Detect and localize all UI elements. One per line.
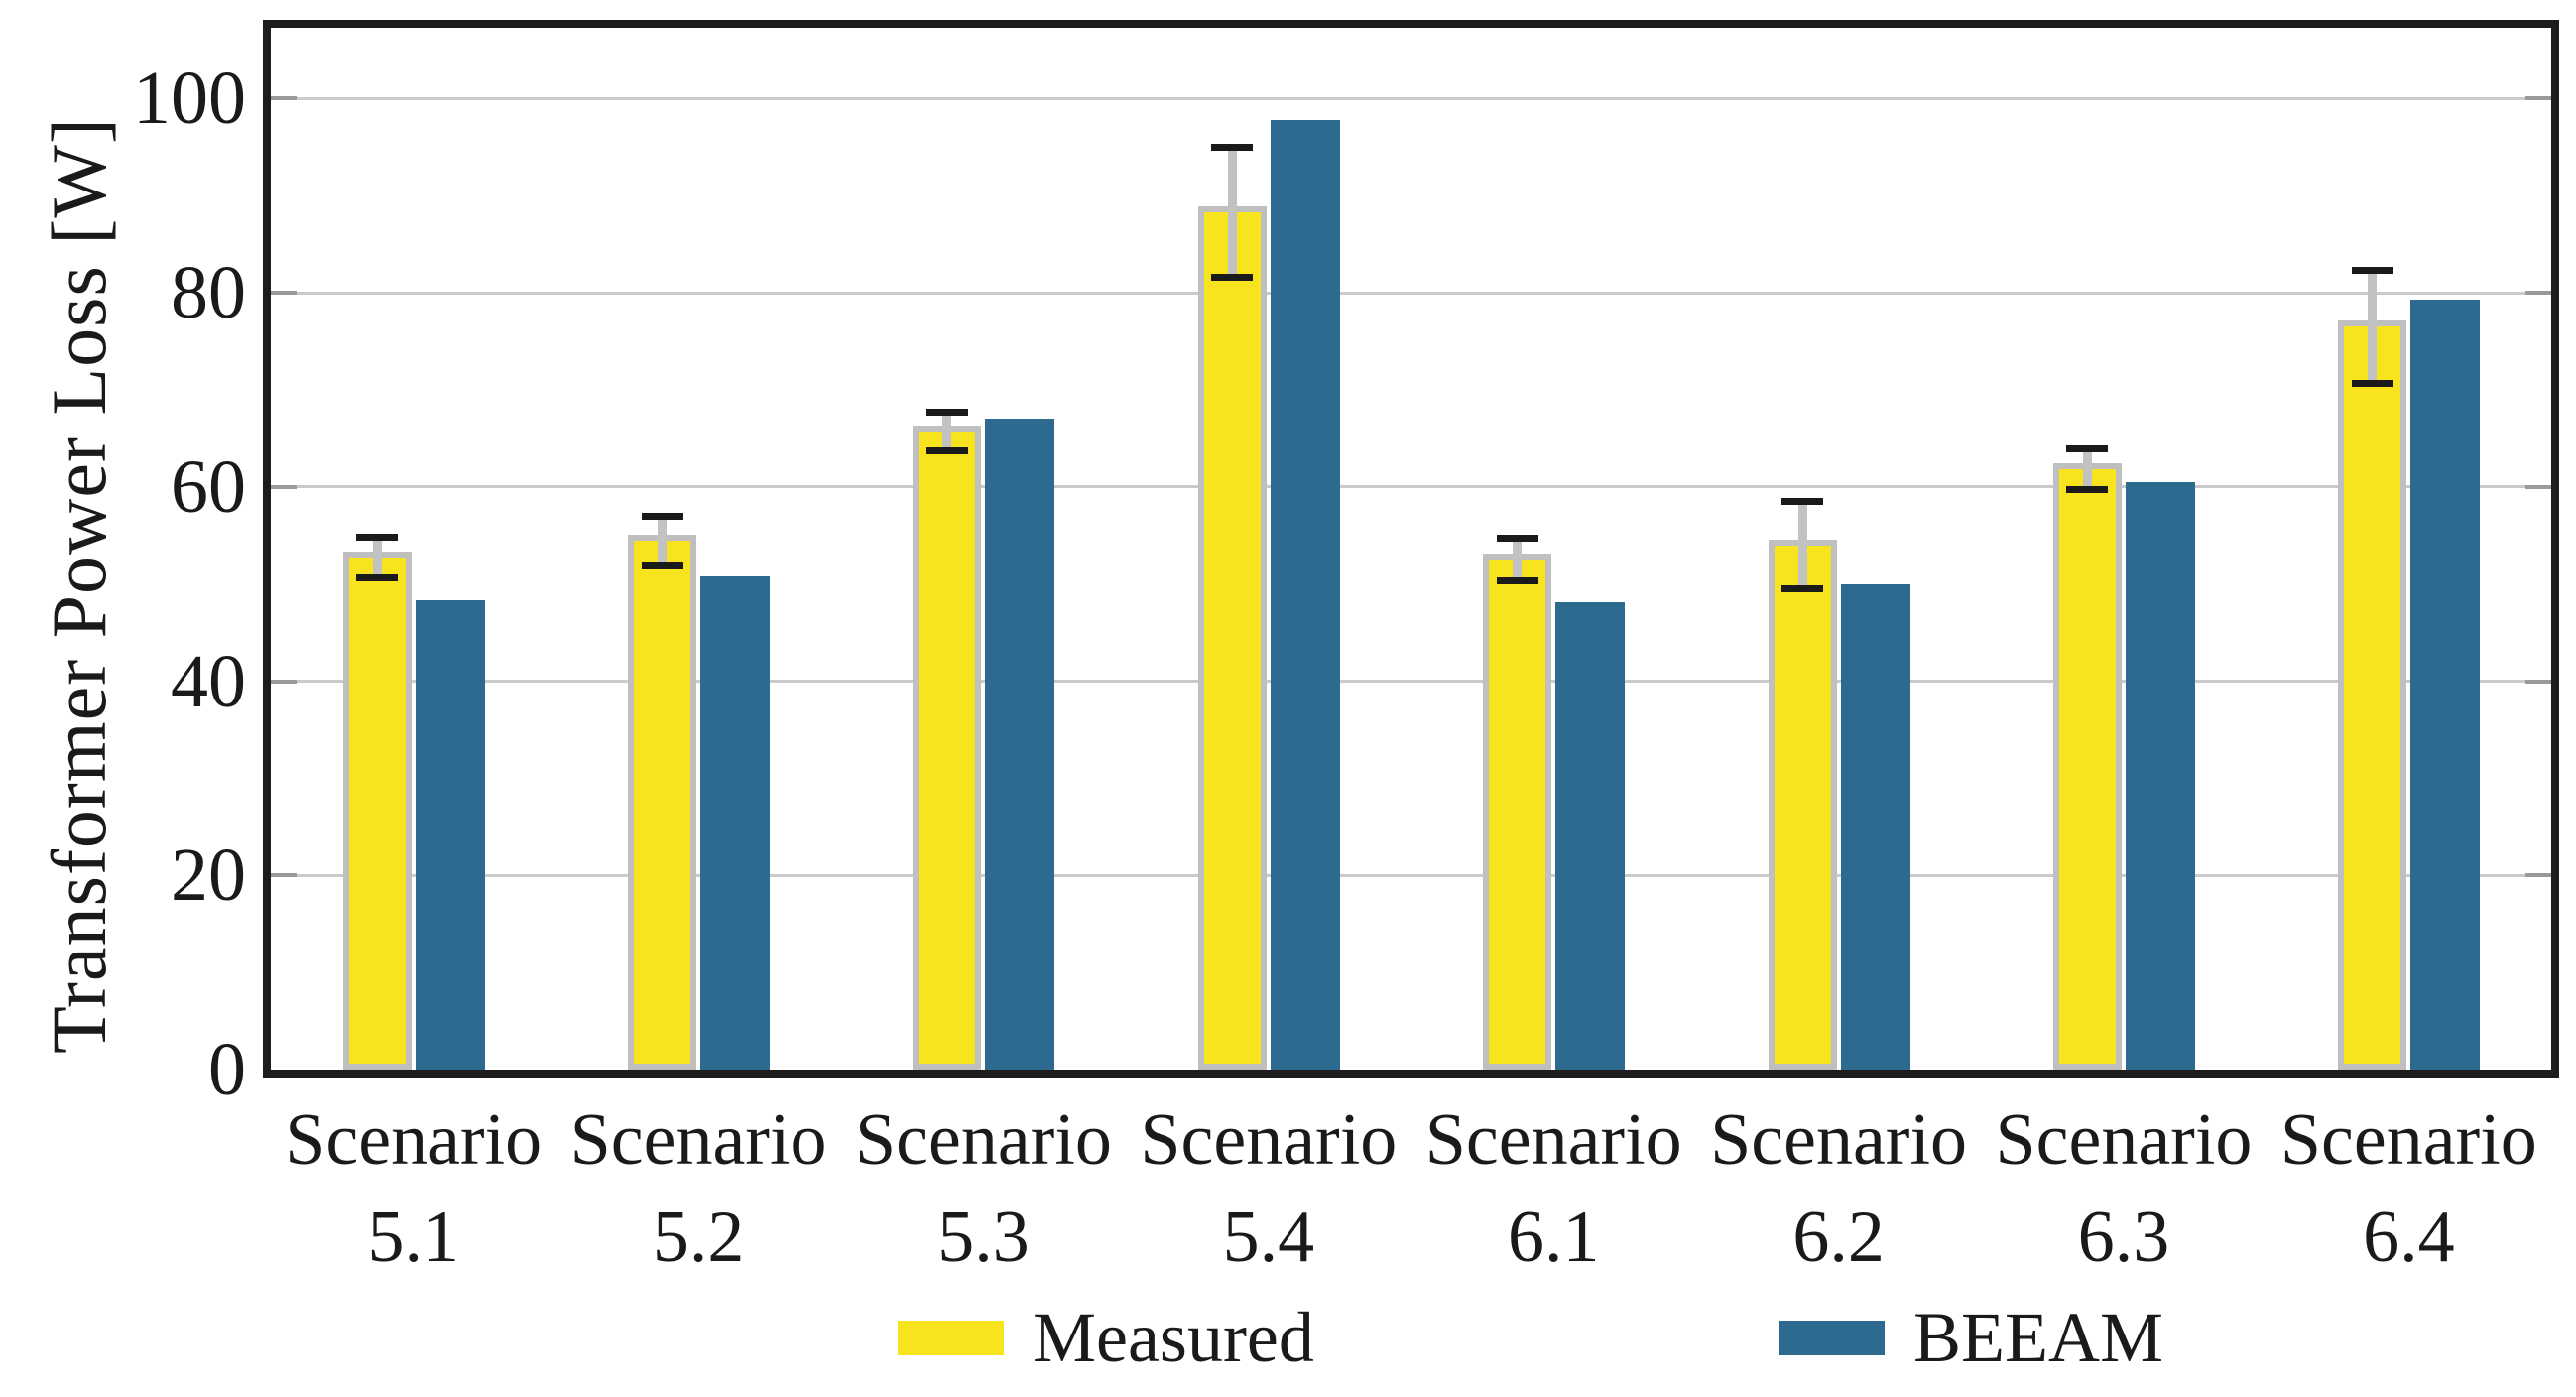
bar-measured — [1197, 205, 1267, 1070]
x-tick-line2: 6.3 — [2077, 1197, 2170, 1278]
x-tick-label: Scenario 6.4 — [2260, 1095, 2557, 1282]
legend-swatch-measured — [898, 1320, 1004, 1355]
error-bar-cap — [1211, 143, 1254, 151]
error-bar-cap — [1211, 273, 1254, 281]
gridline — [271, 96, 2551, 100]
x-tick-line1: Scenario — [854, 1099, 1112, 1181]
bar-measured — [628, 534, 697, 1070]
error-bar-cap — [925, 409, 968, 416]
error-bar-cap — [1781, 498, 1824, 506]
legend-label-measured: Measured — [1033, 1298, 1314, 1377]
legend-label-beeam: BEEAM — [1913, 1298, 2163, 1377]
x-tick-label: Scenario 5.2 — [550, 1095, 847, 1282]
axis-tick-right — [2525, 679, 2551, 684]
x-tick-line1: Scenario — [285, 1099, 543, 1181]
x-tick-label: Scenario 6.3 — [1975, 1095, 2272, 1282]
legend: Measured BEEAM — [0, 1288, 2576, 1387]
y-tick-label: 20 — [171, 833, 246, 918]
error-bar — [942, 412, 952, 451]
gridline — [271, 485, 2551, 489]
x-tick-line1: Scenario — [1140, 1099, 1398, 1181]
error-bar-cap — [641, 512, 683, 520]
error-bar — [372, 537, 382, 578]
error-bar-cap — [2066, 486, 2109, 494]
x-tick-line2: 6.2 — [1792, 1197, 1885, 1278]
error-bar-cap — [2351, 267, 2393, 275]
axis-tick-right — [2525, 484, 2551, 489]
bar-beeam — [415, 600, 485, 1070]
error-bar-cap — [356, 574, 399, 582]
bar-beeam — [1555, 602, 1626, 1070]
error-bar — [658, 516, 668, 566]
axis-tick-left — [271, 291, 297, 296]
error-bar — [1513, 538, 1523, 581]
x-tick-line1: Scenario — [2279, 1099, 2537, 1181]
x-tick-line2: 6.4 — [2363, 1197, 2455, 1278]
error-bar — [1227, 147, 1237, 278]
legend-item-measured: Measured — [898, 1288, 1314, 1387]
plot-area — [263, 20, 2559, 1078]
bar-measured — [1483, 554, 1552, 1070]
bar-beeam — [2410, 299, 2481, 1070]
x-tick-label: Scenario 6.2 — [1690, 1095, 1988, 1282]
y-tick-label: 60 — [171, 444, 246, 529]
x-tick-line1: Scenario — [1995, 1099, 2253, 1181]
axis-tick-left — [271, 679, 297, 684]
x-tick-label: Scenario 5.1 — [265, 1095, 562, 1282]
bar-measured — [2338, 320, 2407, 1070]
bar-beeam — [700, 575, 771, 1070]
bar-measured — [1768, 539, 1837, 1070]
error-bar-cap — [641, 561, 683, 569]
y-tick-label: 40 — [171, 639, 246, 723]
error-bar — [1797, 501, 1807, 589]
axis-tick-left — [271, 484, 297, 489]
x-tick-line2: 5.2 — [652, 1197, 745, 1278]
x-tick-line1: Scenario — [1424, 1099, 1682, 1181]
error-bar-cap — [1496, 577, 1538, 585]
axis-tick-right — [2525, 96, 2551, 101]
bar-measured — [2052, 463, 2122, 1070]
gridline — [271, 873, 2551, 877]
bar-measured — [342, 552, 412, 1070]
error-bar-cap — [356, 534, 399, 542]
y-tick-label: 100 — [133, 57, 246, 141]
gridline — [271, 291, 2551, 295]
x-tick-label: Scenario 5.3 — [834, 1095, 1132, 1282]
error-bar-cap — [2351, 379, 2393, 387]
error-bar — [2082, 448, 2092, 490]
x-tick-line1: Scenario — [1710, 1099, 1968, 1181]
plot-canvas — [271, 28, 2551, 1070]
axis-tick-left — [271, 873, 297, 878]
y-tick-label: 0 — [208, 1028, 246, 1111]
bar-beeam — [1840, 583, 1910, 1070]
bar-beeam — [1270, 119, 1340, 1070]
error-bar-cap — [1781, 585, 1824, 593]
x-tick-line2: 6.1 — [1507, 1197, 1600, 1278]
error-bar-cap — [1496, 535, 1538, 543]
x-tick-label: Scenario 5.4 — [1120, 1095, 1417, 1282]
bar-measured — [913, 426, 982, 1070]
legend-item-beeam: BEEAM — [1779, 1288, 2163, 1387]
error-bar-cap — [2066, 445, 2109, 453]
bar-beeam — [985, 419, 1055, 1070]
axis-tick-right — [2525, 873, 2551, 878]
error-bar — [2368, 270, 2378, 384]
x-tick-line2: 5.1 — [367, 1197, 459, 1278]
x-tick-line2: 5.4 — [1222, 1197, 1315, 1278]
y-tick-label: 80 — [171, 251, 246, 335]
legend-swatch-beeam — [1779, 1320, 1885, 1355]
axis-tick-left — [271, 96, 297, 101]
x-tick-line2: 5.3 — [937, 1197, 1030, 1278]
x-tick-line1: Scenario — [569, 1099, 827, 1181]
error-bar-cap — [925, 447, 968, 455]
bar-beeam — [2125, 481, 2195, 1070]
axis-tick-right — [2525, 291, 2551, 296]
x-tick-label: Scenario 6.1 — [1405, 1095, 1702, 1282]
gridline — [271, 680, 2551, 684]
